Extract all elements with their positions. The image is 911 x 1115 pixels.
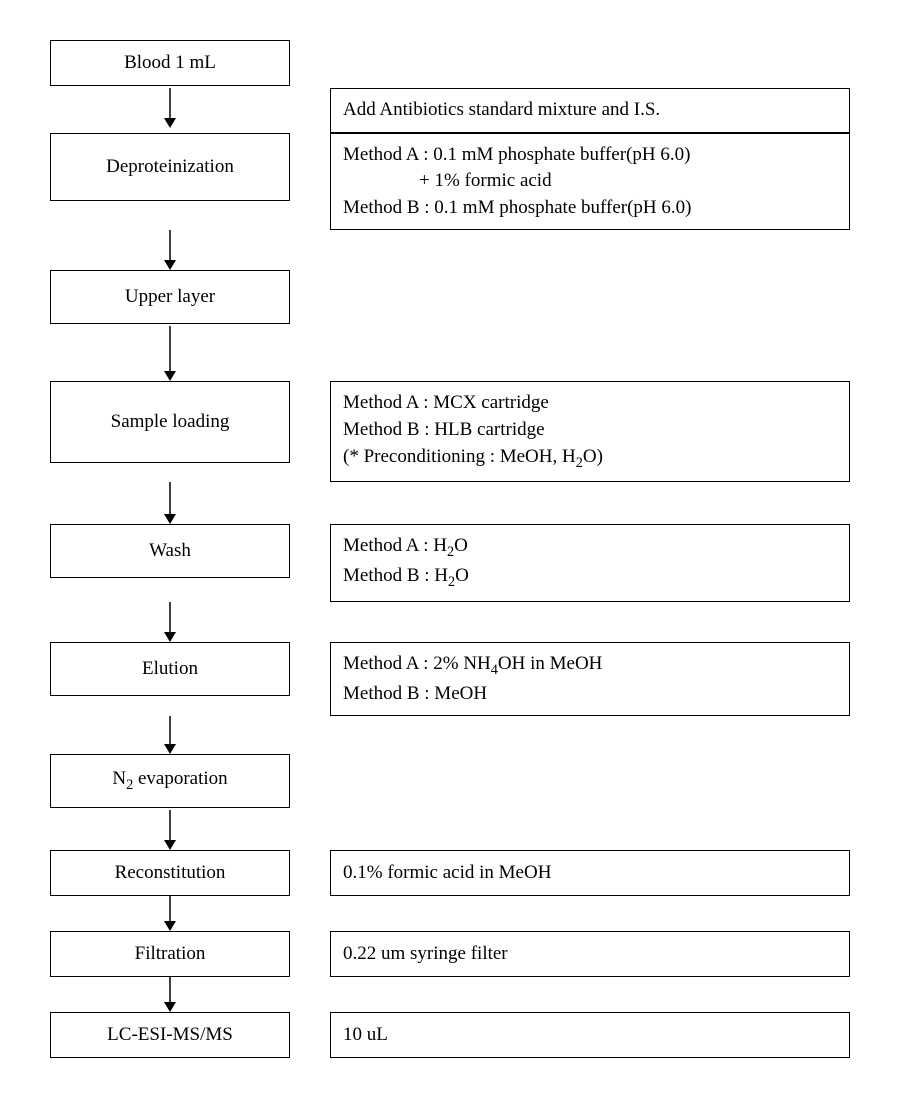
step-label: Deproteinization — [106, 156, 234, 178]
flowchart-root: Blood 1 mL Add Antibiotics standard mixt… — [40, 40, 871, 1058]
step-n2-evap: N2 evaporation — [50, 754, 290, 808]
note-lcms: 10 uL — [330, 1012, 850, 1058]
arrow-4 — [160, 602, 180, 642]
note-line: Add Antibiotics standard mixture and I.S… — [343, 97, 837, 124]
note-reconstitution: 0.1% formic acid in MeOH — [330, 850, 850, 896]
note-line: 10 uL — [343, 1022, 837, 1049]
arrow-3 — [160, 482, 180, 524]
note-line: Method B : H2O — [343, 563, 837, 593]
arrow-8 — [160, 977, 180, 1012]
note-elution: Method A : 2% NH4OH in MeOHMethod B : Me… — [330, 642, 850, 716]
arrow-0 — [160, 88, 180, 128]
step-label: N2 evaporation — [112, 768, 227, 794]
note-line: Method B : HLB cartridge — [343, 417, 837, 444]
step-reconstitution: Reconstitution — [50, 850, 290, 896]
note-line: Method A : MCX cartridge — [343, 390, 837, 417]
step-label: Sample loading — [111, 411, 230, 433]
arrow-5 — [160, 716, 180, 754]
note-line: Method B : 0.1 mM phosphate buffer(pH 6.… — [343, 195, 837, 222]
note-filtration: 0.22 um syringe filter — [330, 931, 850, 977]
step-label: Filtration — [135, 943, 206, 965]
arrow-6 — [160, 810, 180, 850]
note-line: Method A : 0.1 mM phosphate buffer(pH 6.… — [343, 142, 837, 169]
note-line: Method A : H2O — [343, 533, 837, 563]
step-lcms: LC-ESI-MS/MS — [50, 1012, 290, 1058]
step-sample-loading: Sample loading — [50, 381, 290, 463]
note-deprotein: Method A : 0.1 mM phosphate buffer(pH 6.… — [330, 133, 850, 231]
step-elution: Elution — [50, 642, 290, 696]
step-blood: Blood 1 mL — [50, 40, 290, 86]
note-line: (* Preconditioning : MeOH, H2O) — [343, 444, 837, 474]
step-upper: Upper layer — [50, 270, 290, 324]
note-line: 0.1% formic acid in MeOH — [343, 860, 837, 887]
step-label: Wash — [149, 540, 191, 562]
step-label: Reconstitution — [115, 862, 226, 884]
arrow-2 — [160, 326, 180, 381]
step-filtration: Filtration — [50, 931, 290, 977]
note-line: 0.22 um syringe filter — [343, 941, 837, 968]
step-wash: Wash — [50, 524, 290, 578]
arrow-1 — [160, 230, 180, 270]
step-label: Blood 1 mL — [124, 52, 216, 74]
step-label: Upper layer — [125, 286, 215, 308]
note-sample-loading: Method A : MCX cartridgeMethod B : HLB c… — [330, 381, 850, 482]
arrow-7 — [160, 896, 180, 931]
note-line: Method A : 2% NH4OH in MeOH — [343, 651, 837, 681]
note-arrow0: Add Antibiotics standard mixture and I.S… — [330, 88, 850, 133]
step-deprotein: Deproteinization — [50, 133, 290, 201]
step-label: Elution — [142, 658, 198, 680]
note-line: Method B : MeOH — [343, 681, 837, 708]
note-line: + 1% formic acid — [343, 168, 837, 195]
note-wash: Method A : H2OMethod B : H2O — [330, 524, 850, 601]
step-label: LC-ESI-MS/MS — [107, 1024, 233, 1046]
